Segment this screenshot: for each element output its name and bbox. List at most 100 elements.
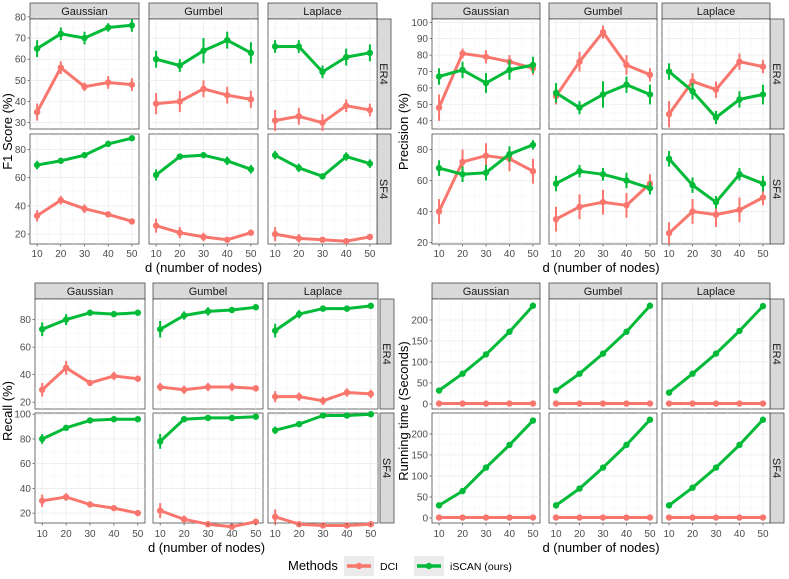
data-point xyxy=(295,43,303,50)
series-iscan-ours xyxy=(271,411,375,435)
x-tick-label: 50 xyxy=(644,529,656,540)
data-point xyxy=(57,64,65,71)
data-point xyxy=(623,400,630,407)
data-point xyxy=(529,141,537,149)
x-tick-label: 30 xyxy=(84,529,96,540)
data-point xyxy=(623,81,630,88)
y-tick-label: 200 xyxy=(411,315,428,326)
data-point xyxy=(57,197,65,204)
facet-label-gumbel: Gumbel xyxy=(189,286,228,298)
panel-sf4-gumbel: 10 20 30 40 50 xyxy=(548,133,658,260)
data-point xyxy=(204,414,212,422)
data-point xyxy=(576,167,583,175)
data-point xyxy=(128,135,136,142)
facet-label-laplace: Laplace xyxy=(304,286,343,298)
x-tick-label: 30 xyxy=(317,529,329,540)
series-iscan-ours xyxy=(435,417,537,509)
data-point xyxy=(128,218,136,225)
data-point xyxy=(623,328,630,335)
data-point xyxy=(252,385,260,392)
data-point xyxy=(646,302,654,309)
data-point xyxy=(223,236,231,243)
series-iscan-ours xyxy=(38,309,142,337)
data-point xyxy=(247,229,255,236)
x-tick-label: 10 xyxy=(433,529,445,540)
data-point xyxy=(552,216,560,223)
data-point xyxy=(228,383,236,391)
data-point xyxy=(176,229,184,236)
data-point xyxy=(271,513,279,521)
y-tick-label: 100 xyxy=(411,471,428,482)
x-tick-label: 50 xyxy=(644,249,656,260)
x-tick-label: 40 xyxy=(103,249,115,260)
data-point xyxy=(712,464,720,471)
data-point xyxy=(665,68,673,75)
data-point xyxy=(81,205,88,212)
data-point xyxy=(295,113,303,120)
data-point xyxy=(62,364,70,371)
data-point xyxy=(271,117,279,124)
x-tick-label: 10 xyxy=(433,249,445,260)
facet-label-sf4: SF4 xyxy=(380,458,392,478)
series-iscan-ours xyxy=(435,56,537,93)
series-iscan-ours xyxy=(156,304,260,338)
data-point xyxy=(459,171,466,178)
y-tick-label: 80 xyxy=(15,145,27,156)
x-axis-title: d (number of nodes) xyxy=(145,260,262,275)
data-point xyxy=(86,379,94,387)
data-point xyxy=(319,173,326,180)
data-point xyxy=(271,151,279,159)
data-point xyxy=(176,98,184,105)
panel-sf4-gumbel: 10 20 30 40 50 xyxy=(548,412,658,540)
x-tick-label: 40 xyxy=(621,249,633,260)
data-point xyxy=(252,518,260,525)
data-point xyxy=(459,50,466,57)
data-point xyxy=(599,514,607,521)
x-tick-label: 20 xyxy=(457,249,469,260)
data-point xyxy=(271,393,279,400)
y-tick-label: 60 xyxy=(20,343,32,354)
data-point xyxy=(459,400,466,407)
data-point xyxy=(62,424,70,432)
data-point xyxy=(459,487,466,495)
x-axis-title: d (number of nodes) xyxy=(148,540,265,555)
data-point xyxy=(252,304,260,311)
data-point xyxy=(482,464,490,471)
data-point xyxy=(459,370,466,377)
data-point xyxy=(665,229,673,237)
data-point xyxy=(81,151,88,159)
series-dci xyxy=(38,493,142,517)
data-point xyxy=(459,158,466,166)
x-tick-label: 40 xyxy=(734,529,746,540)
data-point xyxy=(176,153,184,160)
data-point xyxy=(736,327,743,335)
series-iscan-ours xyxy=(271,40,374,79)
series-iscan-ours xyxy=(552,302,654,394)
data-point xyxy=(342,53,350,61)
y-tick-label: 100 xyxy=(14,410,31,421)
x-tick-label: 50 xyxy=(250,529,262,540)
series-iscan-ours xyxy=(271,150,374,180)
panel-er4-gumbel xyxy=(152,298,264,410)
data-point xyxy=(247,96,255,103)
data-point xyxy=(200,85,207,93)
y-tick-label: 50 xyxy=(417,492,429,503)
x-tick-label: 40 xyxy=(504,249,516,260)
x-tick-label: 30 xyxy=(198,249,210,260)
data-point xyxy=(110,310,118,318)
data-point xyxy=(552,400,560,407)
data-point xyxy=(529,514,537,521)
x-tick-label: 20 xyxy=(174,249,186,260)
panel-sf4-laplace: 10 20 30 40 50 xyxy=(267,133,378,260)
data-point xyxy=(759,180,767,187)
x-tick-label: 10 xyxy=(550,249,562,260)
data-point xyxy=(623,441,630,449)
y-tick-label: 50 xyxy=(15,76,27,87)
data-point xyxy=(110,372,118,380)
data-point xyxy=(223,157,231,164)
facet-strip-er4 xyxy=(379,298,395,410)
series-dci xyxy=(156,382,260,394)
legend-item-dci: DCI xyxy=(344,556,398,576)
data-point xyxy=(435,104,443,111)
data-point xyxy=(134,415,142,423)
